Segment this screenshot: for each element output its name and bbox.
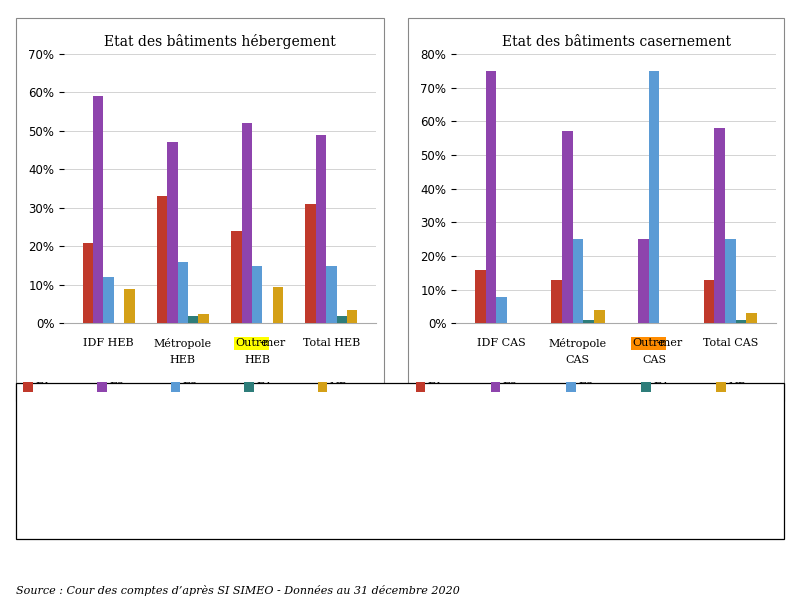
Text: E2: E2: [502, 382, 518, 392]
Text: E2 : état "Moyen" (normale, dégradations apparentes localisées): E2 : état "Moyen" (normale, dégradations…: [44, 434, 409, 444]
Text: Total CAS: Total CAS: [702, 338, 758, 349]
Text: E1: E1: [35, 382, 50, 392]
Text: Total HEB: Total HEB: [303, 338, 360, 349]
Text: CAS: CAS: [566, 355, 590, 365]
Bar: [704, 280, 714, 323]
Bar: [649, 71, 659, 323]
Bar: [337, 316, 347, 323]
Text: E1 : état "Bon" (normale, pas ou très peu de dégradations apparentes): E1 : état "Bon" (normale, pas ou très pe…: [44, 414, 442, 425]
Text: Métropole: Métropole: [154, 338, 212, 349]
Bar: [562, 131, 573, 323]
Text: -mer: -mer: [657, 338, 682, 349]
Bar: [167, 143, 178, 323]
Bar: [573, 239, 583, 323]
Text: E4: E4: [256, 382, 271, 392]
Bar: [594, 310, 605, 323]
Bar: [725, 239, 736, 323]
Bar: [551, 280, 562, 323]
Title: Etat des bâtiments hébergement: Etat des bâtiments hébergement: [104, 34, 336, 49]
Text: Source : Cour des comptes d’après SI SIMEO - Données au 31 décembre 2020: Source : Cour des comptes d’après SI SIM…: [16, 585, 460, 596]
Text: E3: E3: [182, 382, 198, 392]
Text: E4: E4: [653, 382, 668, 392]
Bar: [326, 266, 337, 323]
Bar: [198, 314, 209, 323]
Bar: [252, 266, 262, 323]
Bar: [316, 135, 326, 323]
Text: E3 : état "Mauvais" (potentiellement dégradée, dégradations apparentes nombreuse: E3 : état "Mauvais" (potentiellement dég…: [44, 453, 531, 464]
Text: E1: E1: [427, 382, 442, 392]
Text: -mer: -mer: [259, 338, 286, 349]
Bar: [714, 128, 725, 323]
Bar: [583, 320, 594, 323]
Bar: [496, 297, 507, 323]
Bar: [306, 204, 316, 323]
Bar: [475, 270, 486, 323]
Bar: [93, 96, 103, 323]
Text: E4 : état "Très mauvais" (dégradée ou n’est plus assurée, dégradations généralis: E4 : état "Très mauvais" (dégradée ou n’…: [44, 473, 524, 484]
Bar: [188, 316, 198, 323]
Bar: [736, 320, 746, 323]
Bar: [746, 313, 757, 323]
Text: NR : donnée non renseignée: NR : donnée non renseignée: [44, 493, 204, 504]
Bar: [242, 123, 252, 323]
Text: Outre: Outre: [235, 338, 268, 349]
Text: NR: NR: [330, 382, 348, 392]
Title: Etat des bâtiments casernement: Etat des bâtiments casernement: [502, 35, 730, 49]
Text: HEB: HEB: [244, 355, 270, 365]
Text: Métropole: Métropole: [549, 338, 607, 349]
Text: HEB: HEB: [170, 355, 196, 365]
Text: Etat : la fonction de l’ouvrage est assurée de manière :: Etat : la fonction de l’ouvrage est assu…: [36, 394, 398, 408]
Text: IDF HEB: IDF HEB: [83, 338, 134, 349]
Bar: [486, 71, 496, 323]
Bar: [103, 277, 114, 323]
Bar: [82, 243, 93, 323]
Bar: [231, 231, 242, 323]
Bar: [157, 196, 167, 323]
Text: CAS: CAS: [642, 355, 666, 365]
Text: NR: NR: [728, 382, 746, 392]
Bar: [638, 239, 649, 323]
Bar: [178, 262, 188, 323]
Bar: [273, 287, 283, 323]
Text: E2: E2: [109, 382, 124, 392]
Text: Nota : l’état d’entretien est déterminé conformément au référentiel de notation: Nota : l’état d’entretien est déterminé …: [44, 513, 494, 524]
Text: Outre: Outre: [633, 338, 666, 349]
Text: E3: E3: [578, 382, 593, 392]
Bar: [124, 289, 134, 323]
Bar: [347, 310, 358, 323]
Text: IDF CAS: IDF CAS: [478, 338, 526, 349]
